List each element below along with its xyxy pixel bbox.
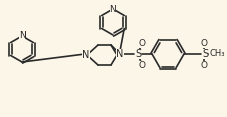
- Text: N: N: [110, 4, 116, 13]
- Text: N: N: [116, 49, 124, 59]
- Text: N: N: [19, 31, 25, 40]
- Text: O: O: [200, 60, 207, 69]
- Text: N: N: [82, 50, 90, 60]
- Text: S: S: [135, 49, 141, 59]
- Text: S: S: [202, 49, 208, 59]
- Text: O: O: [138, 38, 146, 48]
- Text: N: N: [110, 4, 116, 13]
- Text: N: N: [82, 50, 90, 60]
- Text: N: N: [82, 50, 90, 60]
- Text: CH₃: CH₃: [209, 49, 225, 58]
- Text: N: N: [116, 49, 124, 59]
- Text: O: O: [138, 60, 146, 69]
- Text: N: N: [19, 31, 25, 40]
- Text: O: O: [200, 38, 207, 48]
